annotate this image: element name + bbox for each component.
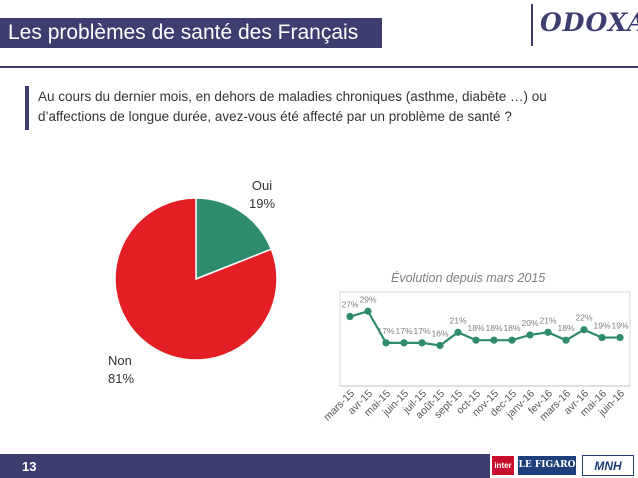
pie-label-oui-value: 19% bbox=[248, 196, 276, 211]
data-point bbox=[400, 339, 408, 347]
data-point bbox=[616, 333, 624, 342]
data-point bbox=[580, 326, 588, 334]
odoxa-logo: ODOXA bbox=[540, 8, 638, 37]
x-tick-label: août-15 bbox=[413, 388, 447, 422]
data-point bbox=[598, 333, 606, 342]
x-tick-label: mai-15 bbox=[362, 388, 393, 419]
pie-slice-non bbox=[114, 197, 278, 361]
data-label: 20% bbox=[521, 318, 538, 328]
data-label: 29% bbox=[359, 294, 376, 304]
pie-label-oui: Oui 19% bbox=[240, 177, 284, 213]
x-tick-label: mars-16 bbox=[537, 388, 573, 424]
data-label: 21% bbox=[539, 315, 556, 325]
data-label: 17% bbox=[395, 326, 412, 336]
data-label: 19% bbox=[611, 321, 628, 331]
x-tick-label: juil-15 bbox=[400, 388, 429, 417]
data-point bbox=[562, 336, 570, 344]
data-label: 18% bbox=[557, 323, 574, 333]
mnh-logo: MNH bbox=[582, 455, 634, 476]
data-point bbox=[544, 328, 552, 336]
data-label: 17% bbox=[413, 326, 430, 336]
x-tick-label: janv-16 bbox=[504, 388, 538, 422]
data-point bbox=[364, 307, 372, 315]
x-tick-label: fev-16 bbox=[526, 388, 555, 417]
data-point bbox=[346, 312, 354, 321]
header-rule bbox=[0, 66, 638, 68]
data-point bbox=[472, 336, 480, 344]
x-tick-label: oct-15 bbox=[454, 388, 483, 417]
data-label: 18% bbox=[503, 323, 520, 333]
data-label: 18% bbox=[467, 323, 484, 333]
data-point bbox=[508, 336, 516, 344]
data-label: 27% bbox=[341, 300, 358, 310]
data-label: 17% bbox=[377, 326, 394, 336]
data-point bbox=[418, 339, 426, 347]
le-figaro-logo: LE FIGARO bbox=[518, 456, 576, 475]
x-tick-label: sept-15 bbox=[432, 388, 465, 421]
logo-divider bbox=[531, 4, 533, 46]
data-point bbox=[526, 331, 534, 339]
pie-label-non: Non 81% bbox=[108, 352, 152, 388]
title-bar: Les problèmes de santé des Français bbox=[0, 18, 382, 48]
x-tick-label: avr-15 bbox=[346, 388, 376, 418]
data-label: 19% bbox=[593, 321, 610, 331]
survey-question: Au cours du dernier mois, en dehors de m… bbox=[38, 89, 547, 124]
france-inter-logo: inter bbox=[492, 456, 514, 475]
data-label: 16% bbox=[431, 328, 448, 338]
x-tick-label: juin-15 bbox=[380, 388, 412, 420]
x-tick-label: mai-16 bbox=[578, 388, 609, 419]
data-label: 22% bbox=[575, 313, 592, 323]
data-label: 21% bbox=[449, 315, 466, 325]
data-point bbox=[490, 336, 498, 344]
page-number: 13 bbox=[22, 459, 37, 474]
x-tick-label: mars-15 bbox=[321, 388, 357, 424]
page-title: Les problèmes de santé des Français bbox=[8, 21, 359, 44]
data-label: 18% bbox=[485, 323, 502, 333]
pie-label-oui-name: Oui bbox=[251, 178, 273, 193]
question-accent-bar bbox=[25, 86, 29, 130]
pie-label-non-value: 81% bbox=[108, 371, 135, 386]
evolution-series-line bbox=[349, 309, 620, 347]
partner-logos: inter LE FIGARO MNH bbox=[490, 453, 638, 478]
evolution-chart-title: Évolution depuis mars 2015 bbox=[391, 271, 546, 285]
x-tick-label: nov-15 bbox=[470, 388, 501, 419]
x-tick-label: juin-16 bbox=[596, 388, 628, 420]
x-tick-label: avr-16 bbox=[562, 388, 592, 418]
data-point bbox=[382, 339, 390, 347]
line-chart-frame bbox=[339, 291, 631, 387]
x-tick-label: dec-15 bbox=[488, 388, 519, 419]
data-point bbox=[436, 341, 444, 350]
data-point bbox=[454, 328, 462, 336]
pie-label-non-name: Non bbox=[108, 353, 132, 368]
